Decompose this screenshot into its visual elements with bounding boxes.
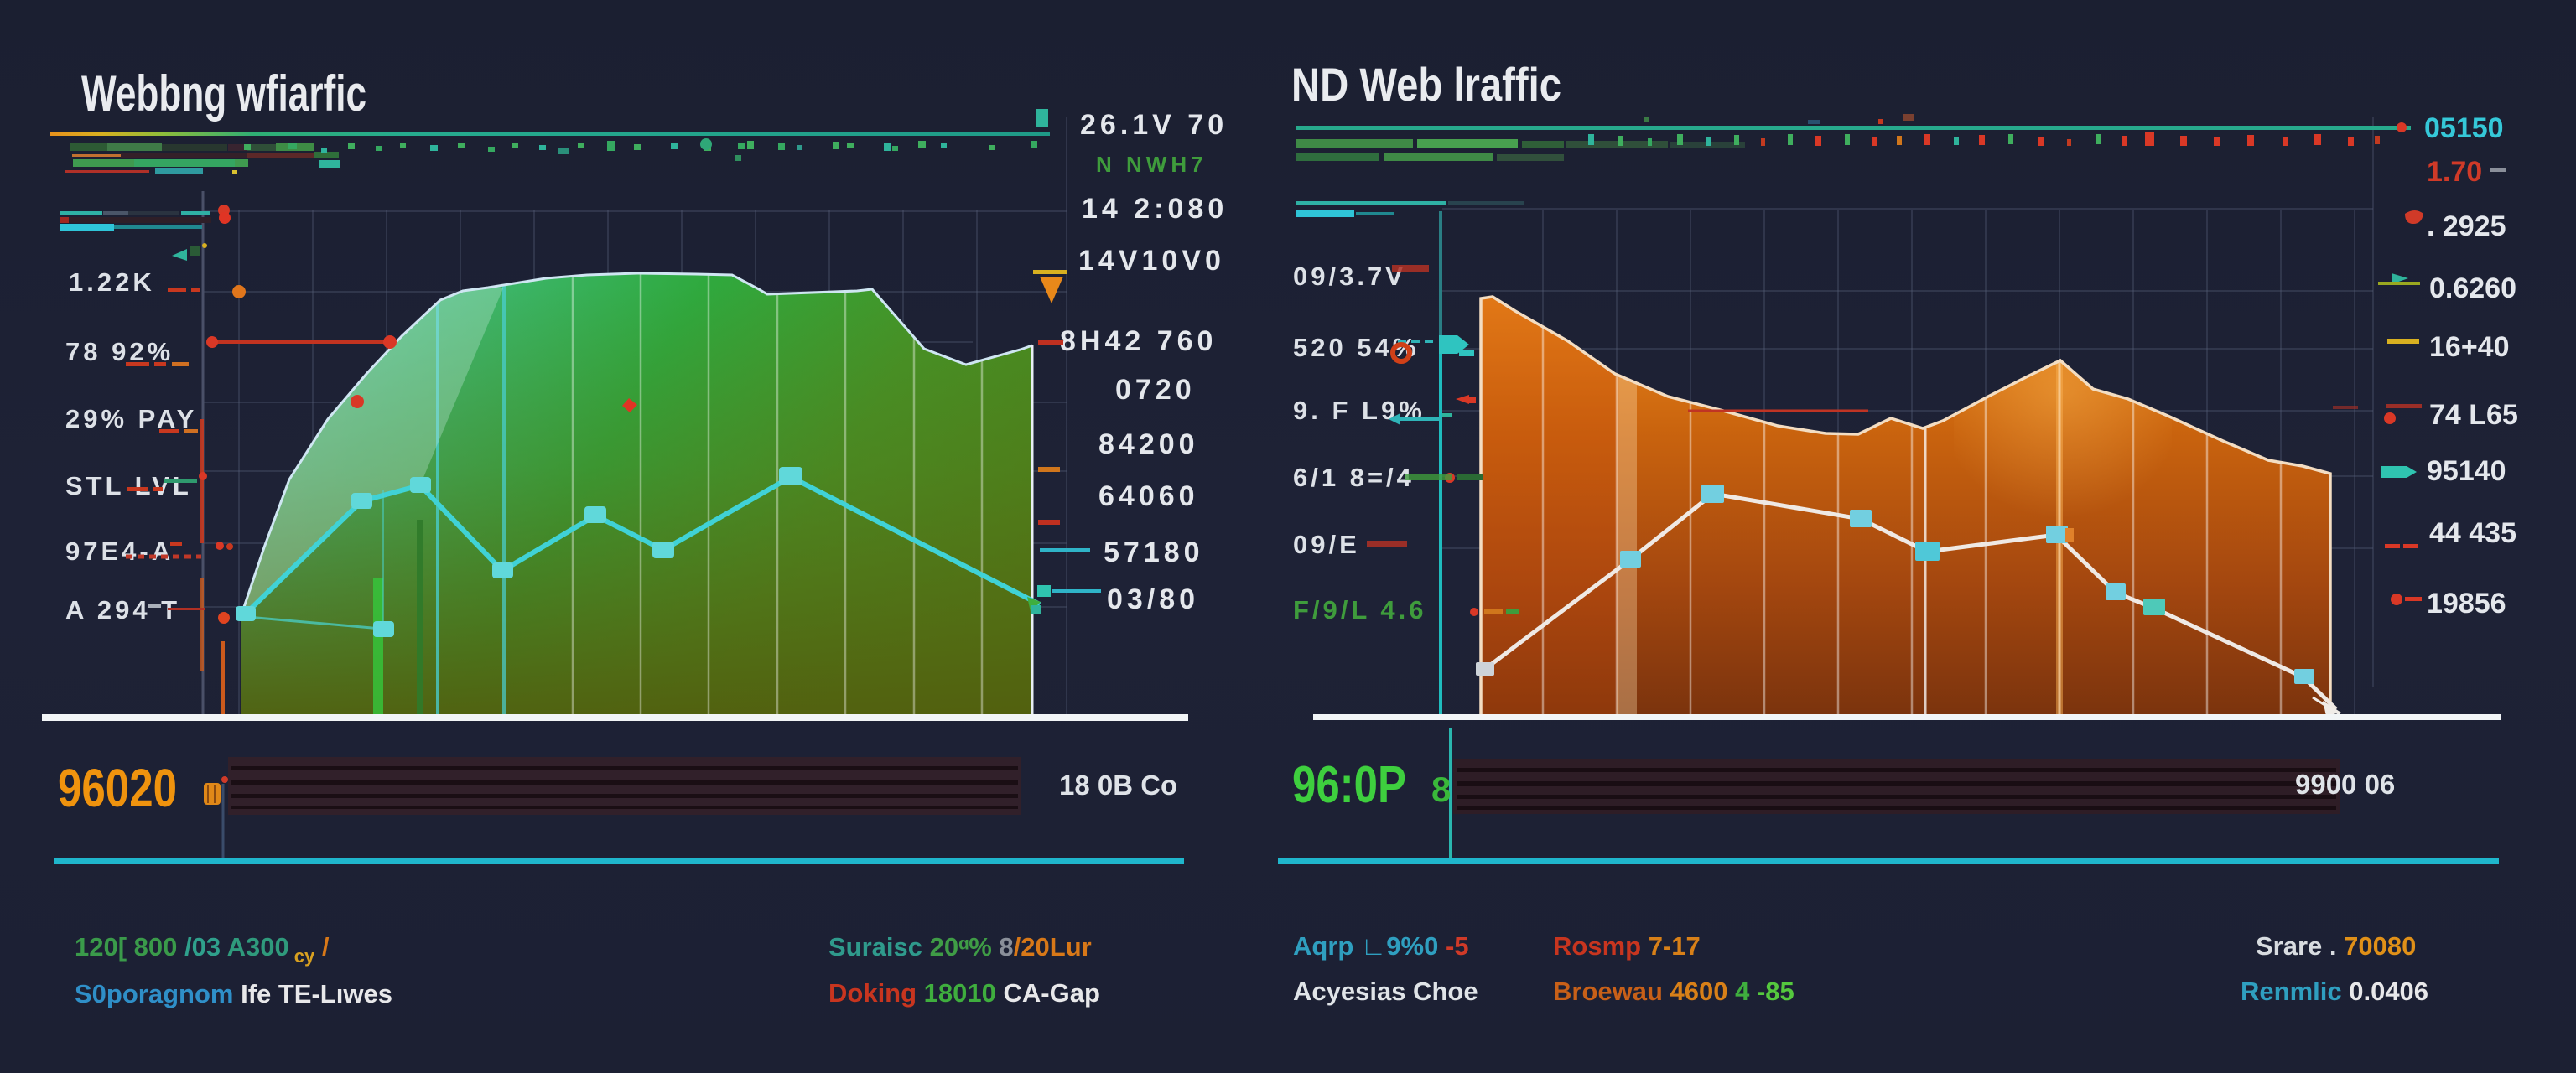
svg-text:. 2925: . 2925 <box>2427 210 2506 242</box>
svg-text:1.70: 1.70 <box>2427 156 2482 188</box>
svg-text:F/9/L 4.6: F/9/L 4.6 <box>1293 595 1427 625</box>
svg-text:A 294 T: A 294 T <box>65 595 180 625</box>
svg-text:Renmlic 0.0406: Renmlic 0.0406 <box>2241 977 2428 1006</box>
svg-text:16+40: 16+40 <box>2429 331 2510 363</box>
svg-text:18 0B Co: 18 0B Co <box>1059 770 1177 801</box>
svg-text:ND Web lraffic: ND Web lraffic <box>1291 58 1561 111</box>
svg-text:74 L65: 74 L65 <box>2429 399 2518 431</box>
svg-text:14 2:080: 14 2:080 <box>1082 193 1228 225</box>
svg-text:8: 8 <box>1431 770 1451 809</box>
svg-text:Rosmp 7-17: Rosmp 7-17 <box>1553 931 1701 961</box>
svg-text:44 435: 44 435 <box>2429 517 2516 549</box>
svg-text:Acyesias Choe: Acyesias Choe <box>1293 977 1478 1006</box>
svg-text:Broewau 4600 4 -85: Broewau 4600 4 -85 <box>1553 977 1794 1006</box>
svg-text:96:0P: 96:0P <box>1292 756 1406 814</box>
svg-text:N NWH7: N NWH7 <box>1096 152 1208 177</box>
svg-text:64060: 64060 <box>1098 480 1199 512</box>
svg-text:Doking 18010 CA-Gap: Doking 18010 CA-Gap <box>828 978 1100 1008</box>
svg-text:6/1 8=/4: 6/1 8=/4 <box>1293 463 1415 492</box>
svg-text:84200: 84200 <box>1098 428 1199 460</box>
svg-text:Suraisc 20ᵅ% 8/20Lur: Suraisc 20ᵅ% 8/20Lur <box>828 932 1092 962</box>
svg-text:STL LVL: STL LVL <box>65 471 192 500</box>
svg-text:120[ 800 /03 A300 cy /: 120[ 800 /03 A300 cy / <box>75 932 330 967</box>
svg-text:0720: 0720 <box>1115 374 1196 406</box>
svg-text:1.22K: 1.22K <box>69 267 155 297</box>
svg-text:26.1V 70: 26.1V 70 <box>1080 109 1228 141</box>
svg-text:03/80: 03/80 <box>1107 583 1199 615</box>
svg-text:78 92%: 78 92% <box>65 337 174 366</box>
svg-text:Webbng wfiarfic: Webbng wfiarfic <box>81 65 366 122</box>
svg-text:57180: 57180 <box>1104 536 1204 568</box>
svg-text:14V10V0: 14V10V0 <box>1078 245 1225 277</box>
svg-text:S0poragnom Ife TE-Lıwes: S0poragnom Ife TE-Lıwes <box>75 979 392 1008</box>
svg-text:95140: 95140 <box>2427 455 2506 487</box>
svg-text:19856: 19856 <box>2427 588 2506 619</box>
svg-text:96020: 96020 <box>58 758 177 818</box>
svg-text:09/3.7V: 09/3.7V <box>1293 262 1406 291</box>
svg-text:05150: 05150 <box>2424 112 2504 144</box>
svg-text:Aqrp ∟9%0 -5: Aqrp ∟9%0 -5 <box>1293 931 1469 961</box>
svg-text:9900 06: 9900 06 <box>2295 769 2395 800</box>
svg-text:Srare . 70080: Srare . 70080 <box>2256 931 2416 961</box>
svg-text:0.6260: 0.6260 <box>2429 272 2516 304</box>
svg-text:29% PAY: 29% PAY <box>65 404 197 433</box>
svg-text:97E4-A: 97E4-A <box>65 536 174 566</box>
svg-text:520 54%: 520 54% <box>1293 333 1419 362</box>
svg-text:8H42 760: 8H42 760 <box>1060 325 1217 357</box>
svg-text:09/E: 09/E <box>1293 530 1360 559</box>
